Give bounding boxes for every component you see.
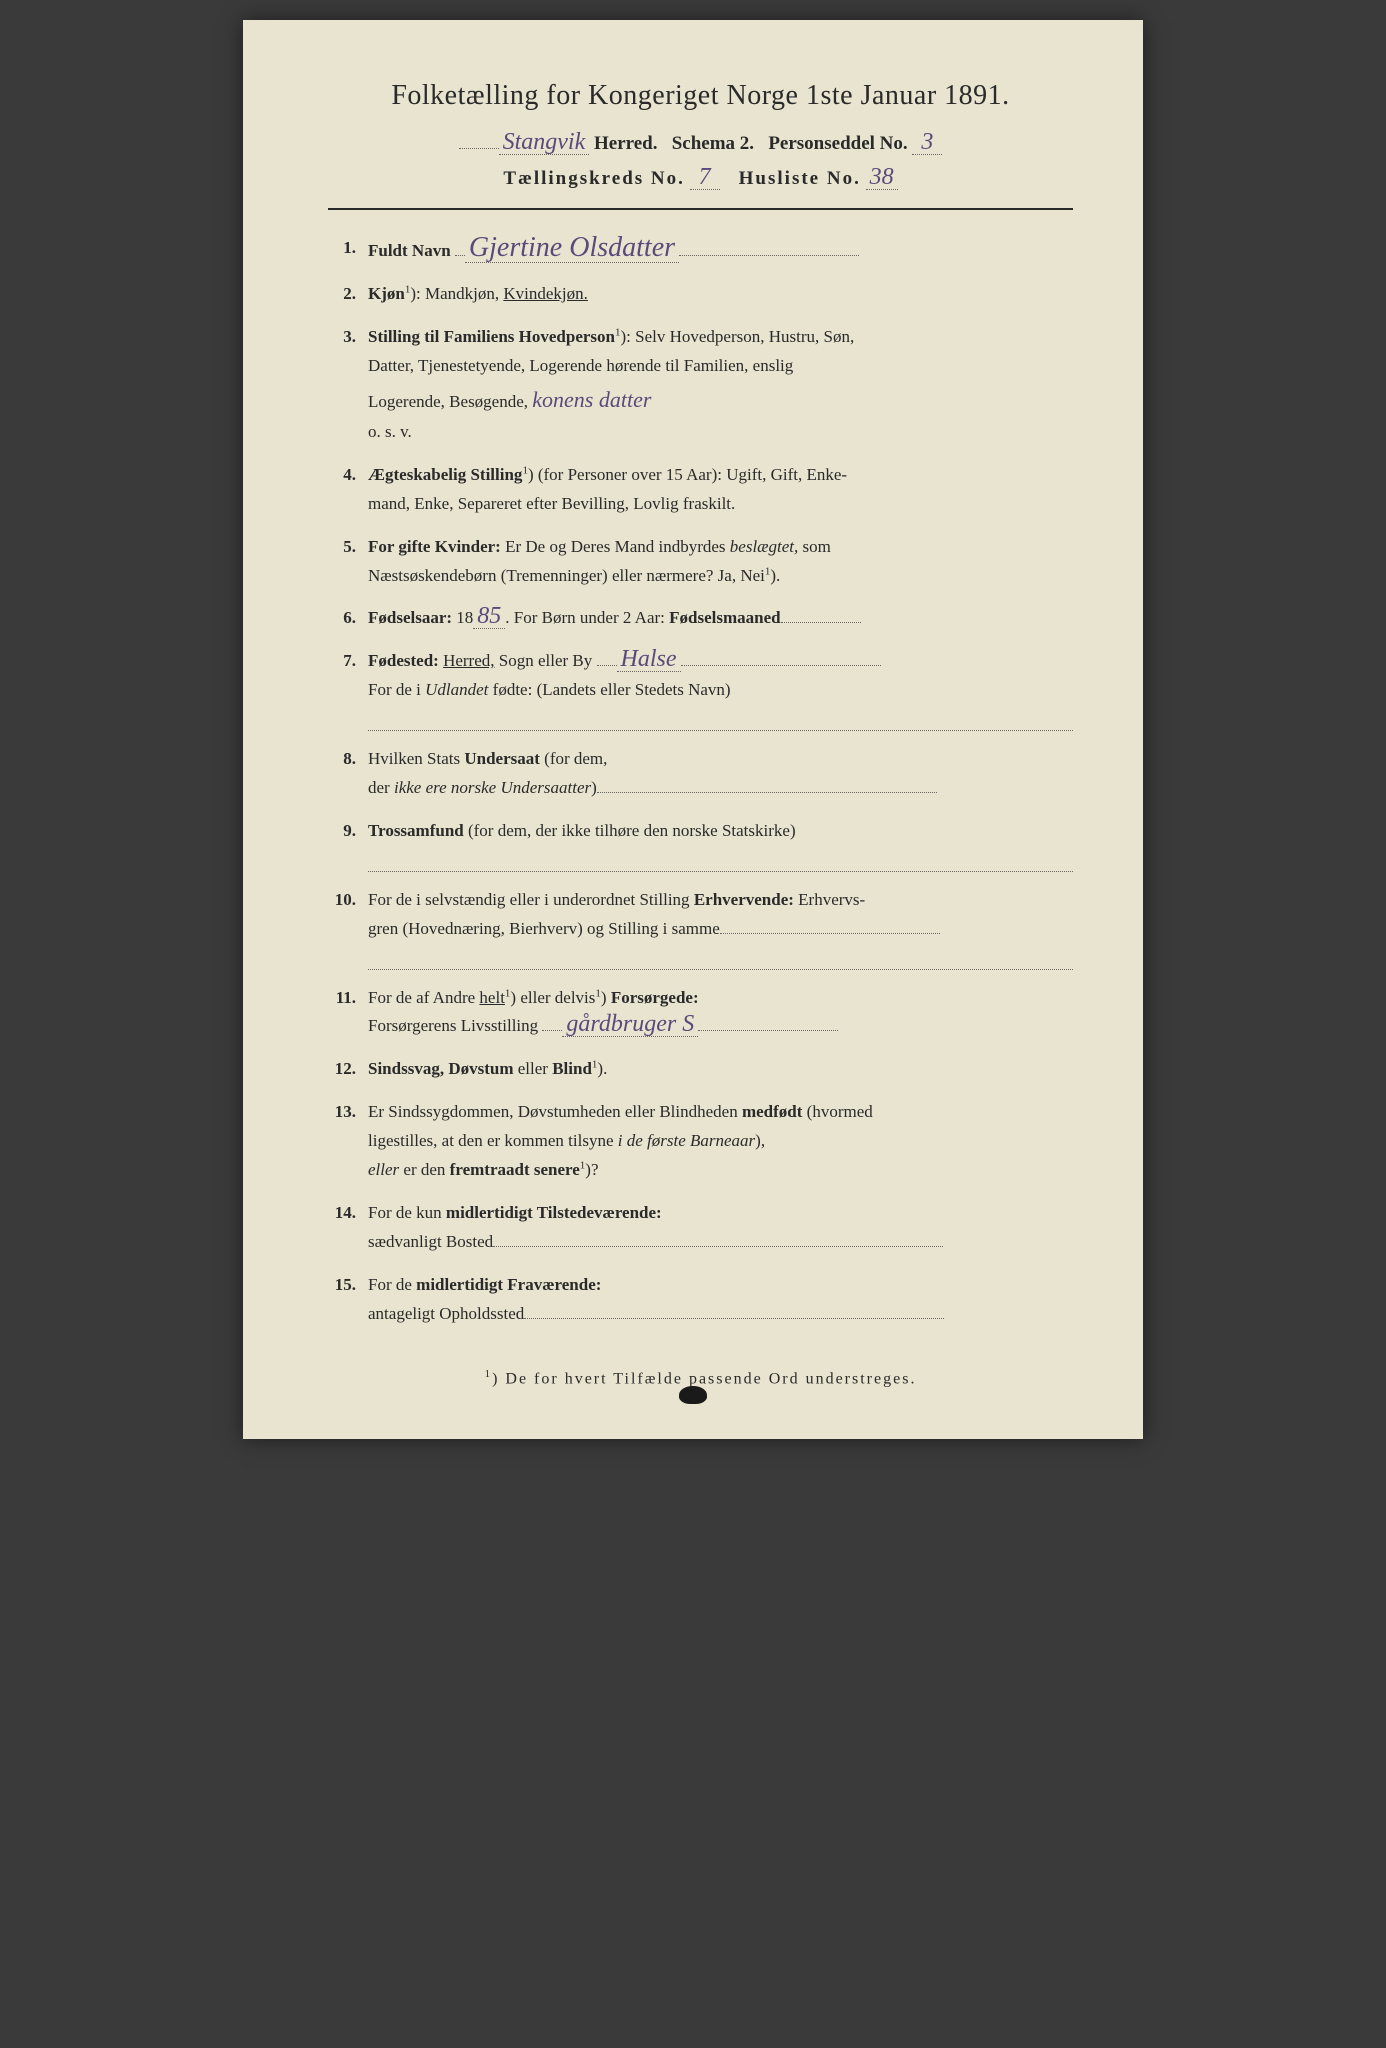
- item-5: 5. For gifte Kvinder: Er De og Deres Man…: [328, 533, 1073, 591]
- herred-value: Stangvik: [499, 130, 590, 155]
- item-num-14: 14.: [328, 1199, 368, 1257]
- item-num-12: 12.: [328, 1055, 368, 1084]
- census-form-page: Folketælling for Kongeriget Norge 1ste J…: [243, 20, 1143, 1439]
- item-body-15: For de midlertidigt Fraværende: antageli…: [368, 1271, 1073, 1329]
- item-1: 1. Fuldt Navn Gjertine Olsdatter: [328, 234, 1073, 266]
- kreds-value: 7: [690, 165, 720, 190]
- birthplace-value: Halse: [617, 647, 681, 672]
- schema-label: Schema 2.: [672, 133, 754, 154]
- name-value: Gjertine Olsdatter: [465, 234, 679, 263]
- husliste-label: Husliste No.: [739, 168, 861, 189]
- item-body-12: Sindssvag, Døvstum eller Blind1).: [368, 1055, 1073, 1084]
- item-num-13: 13.: [328, 1098, 368, 1185]
- divider: [328, 208, 1073, 210]
- ink-blot: [679, 1386, 707, 1404]
- item-body-13: Er Sindssygdommen, Døvstumheden eller Bl…: [368, 1098, 1073, 1185]
- header-line-2: Tællingskreds No. 7 Husliste No. 38: [328, 165, 1073, 190]
- item-body-1: Fuldt Navn Gjertine Olsdatter: [368, 234, 1073, 266]
- item-body-7: Fødested: Herred, Sogn eller By Halse Fo…: [368, 647, 1073, 731]
- item-12: 12. Sindssvag, Døvstum eller Blind1).: [328, 1055, 1073, 1084]
- birthyear-value: 85: [473, 604, 505, 629]
- item-num-7: 7.: [328, 647, 368, 731]
- item-3: 3. Stilling til Familiens Hovedperson1):…: [328, 323, 1073, 447]
- item-num-9: 9.: [328, 817, 368, 872]
- item-8: 8. Hvilken Stats Undersaat (for dem, der…: [328, 745, 1073, 803]
- item-num-15: 15.: [328, 1271, 368, 1329]
- stilling-value: konens datter: [532, 387, 651, 412]
- personseddel-label: Personseddel No.: [768, 133, 907, 154]
- item-7: 7. Fødested: Herred, Sogn eller By Halse…: [328, 647, 1073, 731]
- item-num-8: 8.: [328, 745, 368, 803]
- item-4: 4. Ægteskabelig Stilling1) (for Personer…: [328, 461, 1073, 519]
- item-num-2: 2.: [328, 280, 368, 309]
- item-body-6: Fødselsaar: 1885. For Børn under 2 Aar: …: [368, 604, 1073, 633]
- herred-label: Herred.: [594, 133, 658, 154]
- item-num-4: 4.: [328, 461, 368, 519]
- item-num-5: 5.: [328, 533, 368, 591]
- item-num-10: 10.: [328, 886, 368, 970]
- item-6: 6. Fødselsaar: 1885. For Børn under 2 Aa…: [328, 604, 1073, 633]
- item-10: 10. For de i selvstændig eller i underor…: [328, 886, 1073, 970]
- item-num-6: 6.: [328, 604, 368, 633]
- husliste-value: 38: [866, 165, 898, 190]
- item-body-14: For de kun midlertidigt Tilstedeværende:…: [368, 1199, 1073, 1257]
- item-body-8: Hvilken Stats Undersaat (for dem, der ik…: [368, 745, 1073, 803]
- item-body-4: Ægteskabelig Stilling1) (for Personer ov…: [368, 461, 1073, 519]
- item-num-1: 1.: [328, 234, 368, 266]
- item-body-5: For gifte Kvinder: Er De og Deres Mand i…: [368, 533, 1073, 591]
- item-body-9: Trossamfund (for dem, der ikke tilhøre d…: [368, 817, 1073, 872]
- item-9: 9. Trossamfund (for dem, der ikke tilhør…: [328, 817, 1073, 872]
- item-body-3: Stilling til Familiens Hovedperson1): Se…: [368, 323, 1073, 447]
- provider-value: gårdbruger S: [562, 1012, 698, 1037]
- item-14: 14. For de kun midlertidigt Tilstedevære…: [328, 1199, 1073, 1257]
- header-line-1: Stangvik Herred. Schema 2. Personseddel …: [328, 130, 1073, 155]
- item-15: 15. For de midlertidigt Fraværende: anta…: [328, 1271, 1073, 1329]
- item-num-3: 3.: [328, 323, 368, 447]
- item-body-11: For de af Andre helt1) eller delvis1) Fo…: [368, 984, 1073, 1042]
- kreds-label: Tællingskreds No.: [503, 168, 684, 189]
- personseddel-value: 3: [912, 130, 942, 155]
- footnote: 1) De for hvert Tilfælde passende Ord un…: [328, 1368, 1073, 1388]
- item-13: 13. Er Sindssygdommen, Døvstumheden elle…: [328, 1098, 1073, 1185]
- item-11: 11. For de af Andre helt1) eller delvis1…: [328, 984, 1073, 1042]
- item-2: 2. Kjøn1): Mandkjøn, Kvindekjøn.: [328, 280, 1073, 309]
- item-body-2: Kjøn1): Mandkjøn, Kvindekjøn.: [368, 280, 1073, 309]
- item-body-10: For de i selvstændig eller i underordnet…: [368, 886, 1073, 970]
- main-title: Folketælling for Kongeriget Norge 1ste J…: [328, 80, 1073, 112]
- item-num-11: 11.: [328, 984, 368, 1042]
